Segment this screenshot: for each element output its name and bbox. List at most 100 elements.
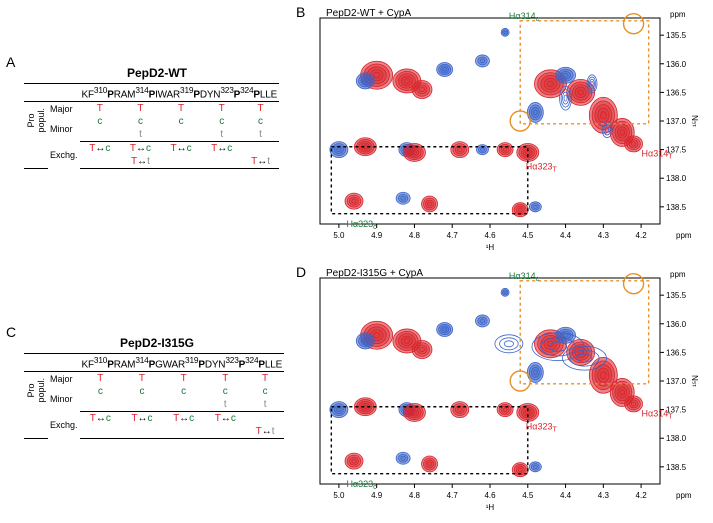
cell: c <box>204 385 246 398</box>
cell: T <box>161 102 202 116</box>
svg-text:137.0: 137.0 <box>666 117 687 126</box>
svg-text:138.5: 138.5 <box>666 463 687 472</box>
lbl-major-a: Major <box>48 102 80 116</box>
svg-text:¹⁵N: ¹⁵N <box>691 375 700 387</box>
svg-text:Hα323c: Hα323c <box>346 219 377 231</box>
cell: T <box>80 372 122 386</box>
cell: c <box>120 115 161 128</box>
spectrum-b-svg: 135.5136.0136.5137.0137.5138.0138.55.04.… <box>306 4 710 256</box>
panel-d-letter: D <box>296 264 306 280</box>
cell: T <box>242 102 279 116</box>
svg-text:136.5: 136.5 <box>666 348 687 357</box>
svg-text:ppm: ppm <box>676 231 692 240</box>
svg-text:136.0: 136.0 <box>666 60 687 69</box>
cell: c <box>201 115 242 128</box>
cell: T↔t <box>246 425 284 439</box>
cell: T↔t <box>242 155 279 169</box>
cell: T↔t <box>120 155 161 169</box>
cell: c <box>121 385 163 398</box>
svg-text:4.6: 4.6 <box>484 491 496 500</box>
svg-text:138.0: 138.0 <box>666 434 687 443</box>
svg-text:135.5: 135.5 <box>666 291 687 300</box>
svg-text:4.2: 4.2 <box>636 231 648 240</box>
cell: t <box>242 128 279 142</box>
cell: T↔c <box>80 412 122 426</box>
table-a-grid: KF310PRAM314PIWAR319PDYN323P324PLLE Prop… <box>24 83 279 169</box>
cell: t <box>204 398 246 412</box>
panel-a-letter: A <box>6 54 15 70</box>
cell: T <box>80 102 121 116</box>
svg-text:4.5: 4.5 <box>522 231 534 240</box>
lbl-minor-c: Minor <box>48 385 80 412</box>
cell: c <box>161 115 202 128</box>
svg-text:4.3: 4.3 <box>598 491 610 500</box>
svg-text:4.8: 4.8 <box>409 231 421 240</box>
svg-text:ppm: ppm <box>670 270 686 279</box>
cell <box>161 128 202 142</box>
svg-text:4.7: 4.7 <box>447 231 459 240</box>
cell: T↔c <box>121 412 163 426</box>
cell: c <box>242 115 279 128</box>
svg-text:4.3: 4.3 <box>598 231 610 240</box>
spectrum-d: 135.5136.0136.5137.0137.5138.0138.55.04.… <box>306 264 710 516</box>
svg-text:4.6: 4.6 <box>484 231 496 240</box>
svg-text:4.4: 4.4 <box>560 231 572 240</box>
svg-text:¹H: ¹H <box>486 243 495 252</box>
svg-text:4.4: 4.4 <box>560 491 572 500</box>
panel-b-letter: B <box>296 4 305 20</box>
lbl-exchg-c: Exchg. <box>48 412 80 439</box>
cell: T↔c <box>201 142 242 156</box>
lbl-exchg-a: Exchg. <box>48 142 80 169</box>
table-a: PepD2-WT KF310PRAM314PIWAR319PDYN323P324… <box>24 66 290 169</box>
svg-text:137.0: 137.0 <box>666 377 687 386</box>
svg-text:5.0: 5.0 <box>333 231 345 240</box>
cell: t <box>246 398 284 412</box>
cell: T <box>163 372 205 386</box>
spectrum-d-svg: 135.5136.0136.5137.0137.5138.0138.55.04.… <box>306 264 710 516</box>
table-c: PepD2-I315G KF310PRAM314PGWAR319PDYN323P… <box>24 336 290 439</box>
cell: T↔c <box>204 412 246 426</box>
cell: T <box>120 102 161 116</box>
panel-c-letter: C <box>6 324 16 340</box>
cell: c <box>80 385 122 398</box>
table-a-title: PepD2-WT <box>24 66 290 80</box>
cell: T↔c <box>161 142 202 156</box>
cell: c <box>80 115 121 128</box>
svg-text:PepD2-WT + CypA: PepD2-WT + CypA <box>326 8 411 19</box>
cell <box>80 398 122 412</box>
svg-text:ppm: ppm <box>676 491 692 500</box>
svg-text:4.9: 4.9 <box>371 231 383 240</box>
svg-text:4.5: 4.5 <box>522 491 534 500</box>
cell: c <box>163 385 205 398</box>
lbl-major-c: Major <box>48 372 80 386</box>
svg-text:ppm: ppm <box>670 10 686 19</box>
svg-text:PepD2-I315G + CypA: PepD2-I315G + CypA <box>326 268 423 279</box>
svg-text:5.0: 5.0 <box>333 491 345 500</box>
svg-text:¹H: ¹H <box>486 503 495 512</box>
svg-text:4.8: 4.8 <box>409 491 421 500</box>
cell: T <box>204 372 246 386</box>
cell <box>121 398 163 412</box>
svg-text:Hα323c: Hα323c <box>346 479 377 491</box>
spectrum-b: 135.5136.0136.5137.0137.5138.0138.55.04.… <box>306 4 710 256</box>
table-c-grid: KF310PRAM314PGWAR319PDYN323P324PLLE Prop… <box>24 353 284 439</box>
side-pro-popul-a: Propopul. <box>26 108 46 133</box>
lbl-minor-a: Minor <box>48 115 80 142</box>
svg-text:4.2: 4.2 <box>636 491 648 500</box>
svg-text:4.9: 4.9 <box>371 491 383 500</box>
side-pro-popul-c: Propopul. <box>26 378 46 403</box>
svg-text:136.0: 136.0 <box>666 320 687 329</box>
cell: t <box>120 128 161 142</box>
cell: T↔c <box>163 412 205 426</box>
svg-text:135.5: 135.5 <box>666 31 687 40</box>
svg-text:138.0: 138.0 <box>666 174 687 183</box>
cell: t <box>201 128 242 142</box>
cell: T <box>121 372 163 386</box>
svg-text:4.7: 4.7 <box>447 491 459 500</box>
cell: T↔c <box>120 142 161 156</box>
cell: c <box>246 385 284 398</box>
seq-c: KF310PRAM314PGWAR319PDYN323P324PLLE <box>80 354 285 372</box>
svg-text:¹⁵N: ¹⁵N <box>691 115 700 127</box>
cell: T <box>201 102 242 116</box>
svg-text:138.5: 138.5 <box>666 203 687 212</box>
